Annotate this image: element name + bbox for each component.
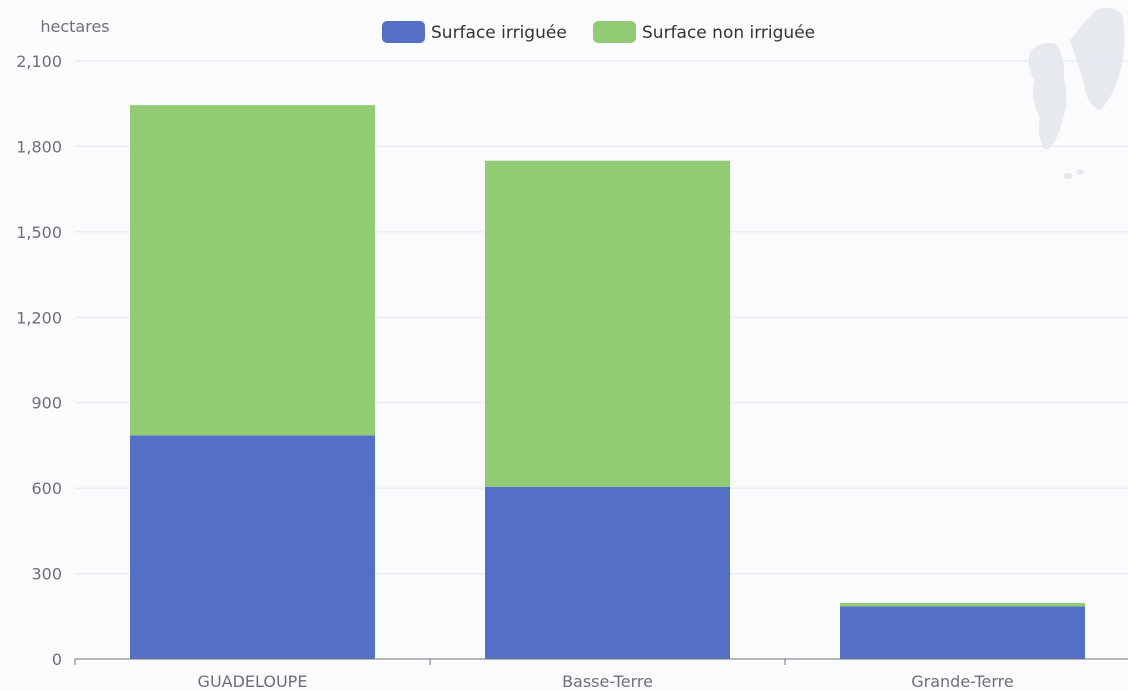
bar-irrigated-2[interactable] <box>840 606 1085 659</box>
bar-irrigated-1[interactable] <box>485 486 730 659</box>
legend-swatch <box>382 21 425 43</box>
y-tick-label: 900 <box>31 394 62 413</box>
y-tick-label: 2,100 <box>16 52 62 71</box>
legend-swatch <box>593 21 636 43</box>
bar-irrigated-0[interactable] <box>130 435 375 659</box>
y-tick-label: 1,800 <box>16 137 62 156</box>
bar-non-irrigated-0[interactable] <box>130 105 375 436</box>
legend-label: Surface non irriguée <box>642 23 815 43</box>
y-tick-label: 0 <box>52 650 62 669</box>
y-axis-unit-label: hectares <box>40 17 109 36</box>
legend-item-non-irrigated[interactable]: Surface non irriguée <box>593 21 815 43</box>
x-category-label: GUADELOUPE <box>198 672 308 691</box>
legend-item-irrigated[interactable]: Surface irriguée <box>382 21 567 43</box>
bar-non-irrigated-2[interactable] <box>840 602 1085 607</box>
y-tick-label: 1,200 <box>16 308 62 327</box>
legend-label: Surface irriguée <box>431 23 567 43</box>
x-category-label: Grande-Terre <box>911 672 1014 691</box>
guadeloupe-map-icon <box>1028 7 1125 179</box>
y-tick-label: 1,500 <box>16 223 62 242</box>
bar-non-irrigated-1[interactable] <box>485 160 730 487</box>
x-category-label: Basse-Terre <box>562 672 653 691</box>
y-tick-label: 600 <box>31 479 62 498</box>
y-tick-label: 300 <box>31 565 62 584</box>
